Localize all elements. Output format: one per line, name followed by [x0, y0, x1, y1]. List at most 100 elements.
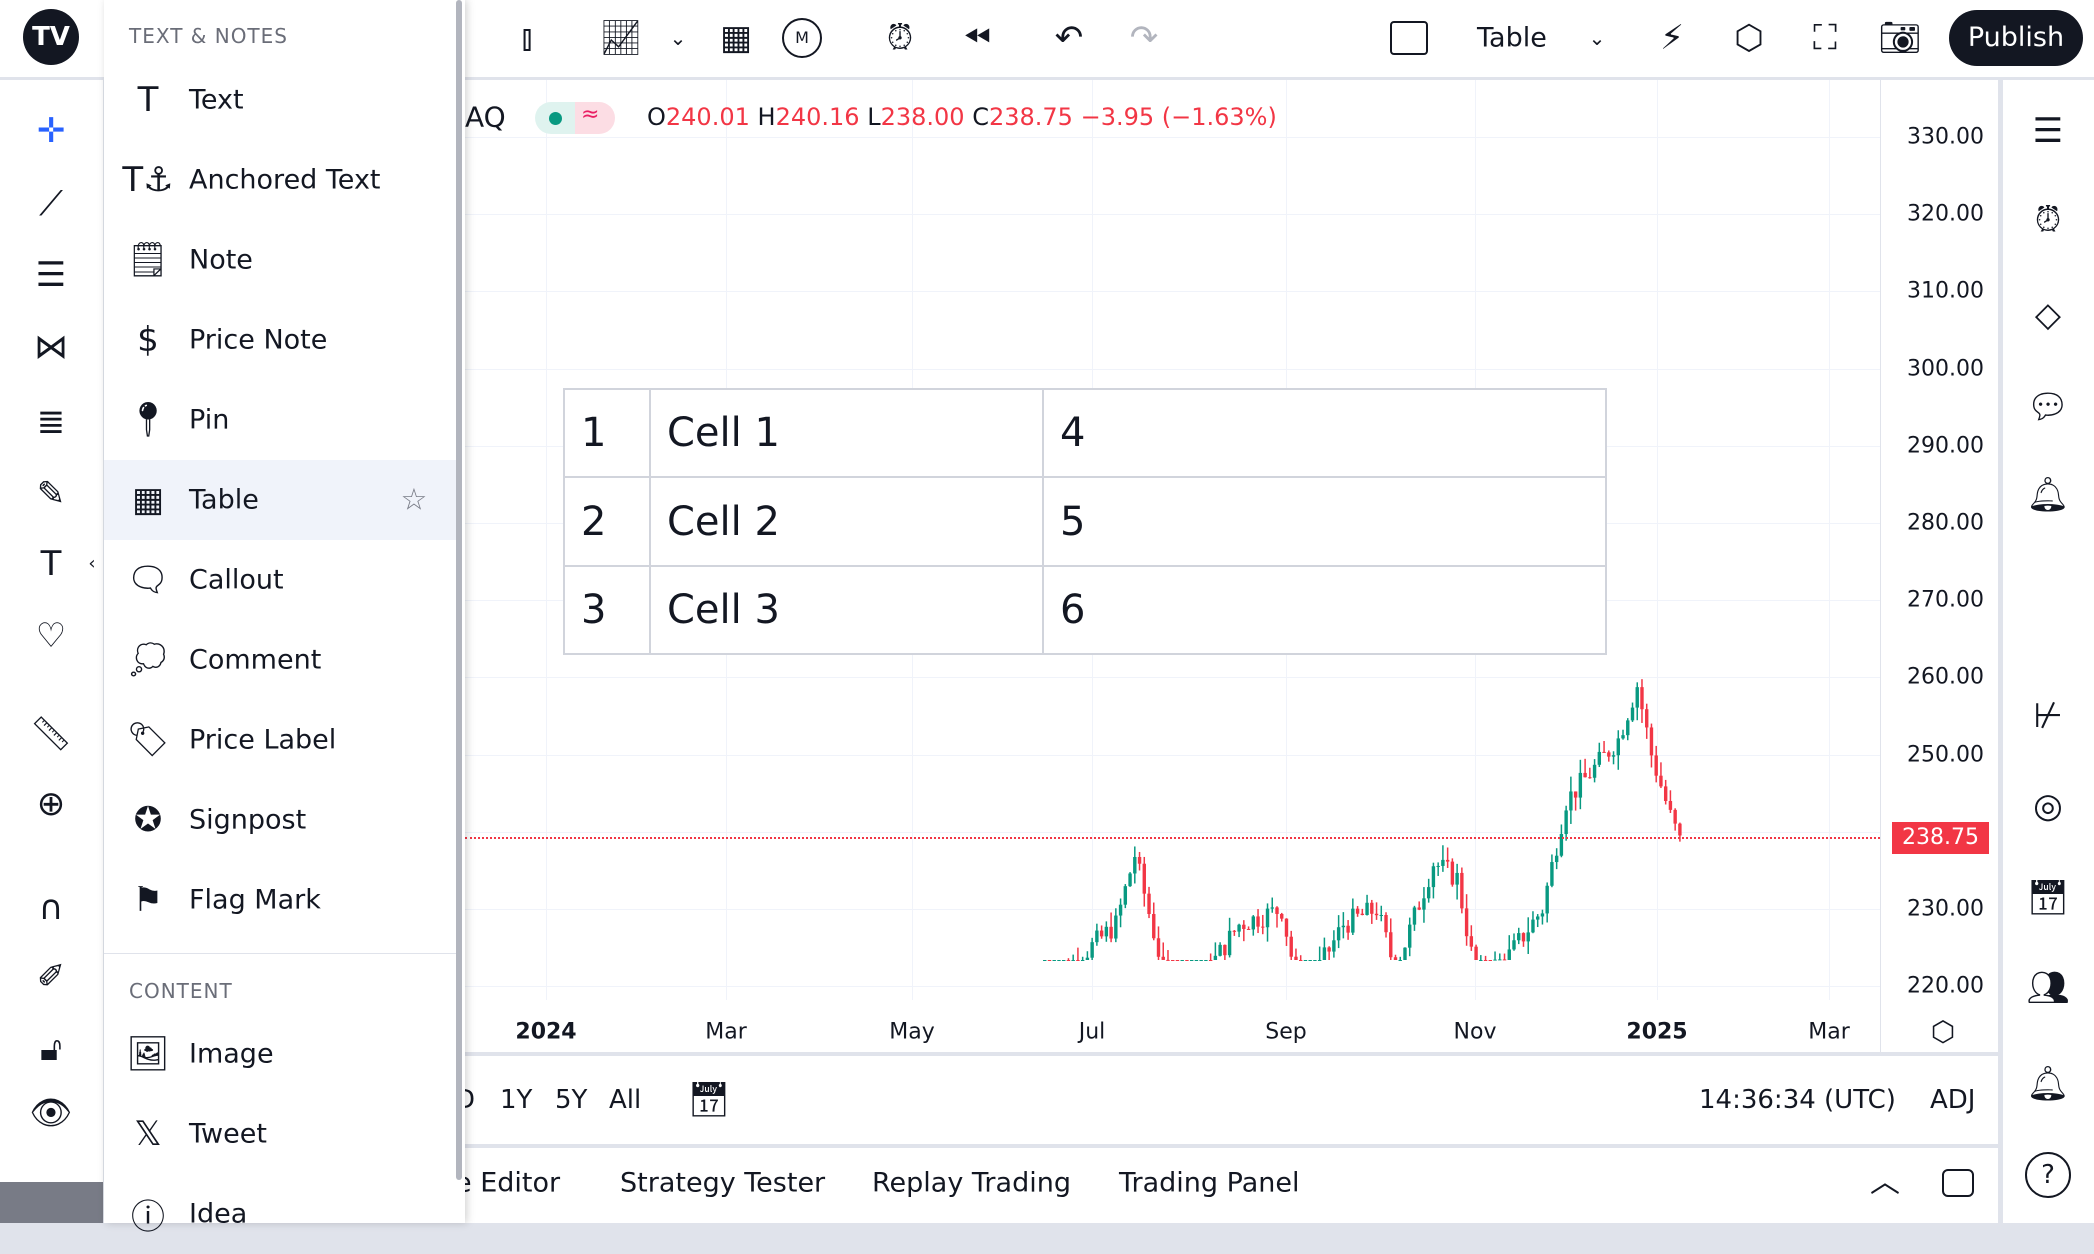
symbol-label[interactable]: AQ	[465, 100, 506, 134]
tab-pine-editor[interactable]: e Editor	[455, 1167, 561, 1199]
tab-replay-trading[interactable]: Replay Trading	[872, 1167, 1071, 1199]
target-icon[interactable]: ◎	[2033, 786, 2063, 826]
settings-icon[interactable]: ⬡	[1734, 18, 1764, 58]
adj-toggle[interactable]: ADJ	[1930, 1085, 1976, 1115]
panel-scrollbar[interactable]	[456, 0, 462, 1180]
clock-time[interactable]: 14:36:34 (UTC)	[1699, 1085, 1896, 1115]
fullscreen-icon[interactable]: ⛶	[1813, 18, 1837, 58]
menu-item-text[interactable]: T Text	[104, 60, 457, 140]
table-cell[interactable]: 5	[1042, 476, 1607, 567]
table-cell[interactable]: 1	[563, 388, 651, 478]
candle-body	[1384, 914, 1388, 933]
chevron-down-icon[interactable]: ⌄	[669, 26, 687, 50]
menu-item-signpost[interactable]: ✪ Signpost	[104, 780, 457, 860]
text-tool-icon[interactable]: T	[40, 544, 62, 584]
candle-body	[1659, 775, 1663, 787]
interval-button[interactable]: M	[782, 18, 822, 58]
candle-body	[1043, 960, 1047, 961]
grid-line	[465, 214, 1880, 216]
table-cell[interactable]: Cell 1	[649, 388, 1044, 478]
tab-trading-panel[interactable]: Trading Panel	[1119, 1167, 1300, 1199]
layouts-icon[interactable]: ▦	[719, 18, 753, 58]
redo-icon[interactable]: ↷	[1129, 18, 1159, 58]
divider	[104, 953, 457, 954]
table-cell[interactable]: 4	[1042, 388, 1607, 478]
menu-item-note[interactable]: 🗒︎ Note	[104, 220, 457, 300]
grid-line	[465, 291, 1880, 293]
star-icon[interactable]: ☆	[400, 482, 428, 518]
ruler-icon[interactable]: 📏︎	[29, 714, 73, 754]
menu-item-table[interactable]: ▦ Table ☆	[104, 460, 457, 540]
price-tick: 250.00	[1907, 742, 1984, 768]
maximize-icon[interactable]	[1942, 1169, 1974, 1197]
lock-icon[interactable]: 🔓︎	[39, 1029, 63, 1069]
pattern-icon[interactable]: ⋈	[34, 327, 68, 367]
menu-item-image[interactable]: 🖼︎ Image	[104, 1014, 457, 1094]
go-to-date-icon[interactable]: 📅︎	[687, 1080, 731, 1120]
chevron-up-icon[interactable]: ︿	[1870, 1165, 1900, 1200]
crosshair-icon[interactable]: ✛	[36, 111, 66, 151]
chevron-down-icon[interactable]: ⌄	[1588, 26, 1606, 50]
menu-item-flag-mark[interactable]: ⚑ Flag Mark	[104, 860, 457, 940]
camera-icon[interactable]: 📷︎	[1878, 18, 1922, 58]
layers-icon[interactable]: ◇	[2034, 295, 2062, 335]
alarm-clock-icon[interactable]: ⏰︎	[2034, 200, 2062, 240]
publish-button[interactable]: Publish	[1949, 10, 2083, 66]
range-5y[interactable]: 5Y	[555, 1085, 588, 1115]
table-cell[interactable]: 6	[1042, 565, 1607, 655]
community-icon[interactable]: 👥︎	[2026, 968, 2070, 1008]
menu-item-comment[interactable]: 💭︎ Comment	[104, 620, 457, 700]
axis-settings-icon[interactable]: ⬡	[1930, 1015, 1956, 1048]
candle-body	[1123, 886, 1128, 905]
collapse-chevron-icon[interactable]: ‹	[88, 553, 96, 574]
tab-strategy-tester[interactable]: Strategy Tester	[620, 1167, 826, 1199]
replay-icon[interactable]: ⏪︎	[963, 18, 991, 58]
lock-drawing-icon[interactable]: ✐	[36, 957, 66, 997]
trend-line-icon[interactable]: ⟋	[39, 184, 63, 224]
table-cell[interactable]: Cell 3	[649, 565, 1044, 655]
menu-item-idea[interactable]: ⓘ Idea	[104, 1174, 457, 1254]
candle-body	[1493, 959, 1497, 961]
tradingview-logo[interactable]: TV	[23, 9, 79, 65]
price-label-icon: 🏷︎	[126, 720, 170, 760]
menu-item-callout[interactable]: 🗨︎ Callout	[104, 540, 457, 620]
zoom-in-icon[interactable]: ⊕	[36, 784, 66, 824]
magnet-icon[interactable]: ∩	[38, 888, 64, 928]
candle-body	[1578, 772, 1583, 798]
notifications-icon[interactable]: 🔔︎	[2026, 475, 2070, 515]
layout-square-icon[interactable]	[1390, 21, 1428, 55]
heart-icon[interactable]: ♡	[35, 616, 67, 656]
menu-item-pin[interactable]: 📍︎ Pin	[104, 380, 457, 460]
bell-icon[interactable]: 🔔︎	[2026, 1064, 2070, 1104]
range-1y[interactable]: 1Y	[500, 1085, 533, 1115]
watchlist-icon[interactable]: ☰	[2032, 111, 2064, 151]
market-status-badge[interactable]: ≈	[535, 102, 615, 134]
prediction-icon[interactable]: ≣	[36, 402, 66, 442]
fib-icon[interactable]: ☰	[35, 255, 67, 295]
undo-icon[interactable]: ↶	[1054, 18, 1084, 58]
table-cell[interactable]: Cell 2	[649, 476, 1044, 567]
table-cell[interactable]: 3	[563, 565, 651, 655]
trash-button[interactable]	[0, 1182, 103, 1223]
menu-item-anchored-text[interactable]: T⚓︎ Anchored Text	[104, 140, 457, 220]
visibility-icon[interactable]: 👁︎	[29, 1093, 73, 1133]
active-tool-label[interactable]: Table	[1477, 22, 1547, 54]
calendar-icon[interactable]: 📅︎	[2026, 878, 2070, 918]
table-cell[interactable]: 2	[563, 476, 651, 567]
menu-item-tweet[interactable]: 𝕏 Tweet	[104, 1094, 457, 1174]
quick-search-icon[interactable]: ⚡︎	[1660, 18, 1684, 58]
brush-icon[interactable]: ✎	[36, 474, 66, 514]
indicators-icon[interactable]: 📈︎	[599, 18, 643, 58]
order-panel-icon[interactable]: ⊬	[2033, 696, 2063, 736]
help-icon[interactable]: ?	[2025, 1152, 2071, 1198]
chat-icon[interactable]: 💬︎	[2026, 387, 2070, 427]
note-icon: 🗒︎	[126, 240, 170, 280]
alert-add-icon[interactable]: ⏰︎	[886, 18, 914, 58]
candles-icon[interactable]: ⫾	[521, 18, 533, 58]
menu-item-price-label[interactable]: 🏷︎ Price Label	[104, 700, 457, 780]
candle-body	[1621, 735, 1625, 739]
range-all[interactable]: All	[609, 1085, 642, 1115]
chart-pane[interactable]: AQ ≈ O240.01 H240.16 L238.00 C238.75 −3.…	[465, 80, 1998, 1052]
menu-item-price-note[interactable]: $ Price Note	[104, 300, 457, 380]
